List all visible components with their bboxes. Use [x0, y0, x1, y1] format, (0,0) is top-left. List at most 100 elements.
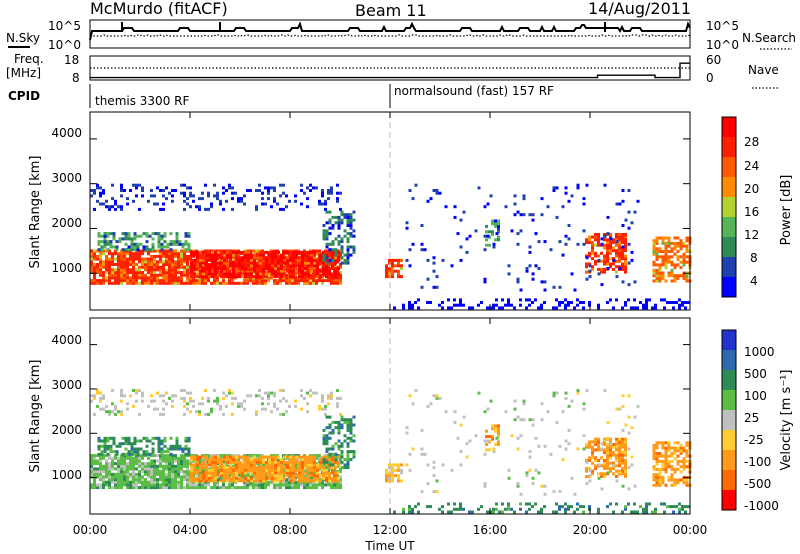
power-cell — [343, 213, 347, 217]
power-cell — [187, 234, 191, 238]
power-cell — [111, 271, 114, 274]
velocity-cell — [171, 456, 174, 460]
velocity-cell — [292, 479, 295, 483]
velocity-cell — [588, 468, 592, 472]
velocity-cell — [328, 466, 331, 470]
power-cell — [277, 256, 280, 260]
power-cell — [516, 210, 520, 214]
velocity-cell — [414, 389, 418, 392]
velocity-cell — [199, 476, 202, 480]
power-cell — [126, 263, 129, 266]
power-cell — [391, 261, 394, 265]
velocity-cell — [273, 483, 276, 487]
velocity-cell — [202, 460, 205, 464]
velocity-cell — [328, 436, 332, 440]
power-cell — [633, 306, 636, 310]
velocity-cell — [288, 483, 291, 487]
velocity-cell — [141, 399, 144, 403]
power-cell — [531, 301, 534, 304]
velocity-cell — [301, 463, 304, 467]
velocity-cell — [615, 453, 618, 457]
power-cell — [120, 260, 123, 264]
velocity-cell — [624, 505, 627, 509]
power-cell — [567, 303, 570, 307]
power-cell — [618, 267, 622, 270]
power-cell — [159, 273, 162, 277]
velocity-cell — [534, 502, 537, 506]
velocity-cell — [276, 483, 279, 487]
power-cell — [330, 186, 333, 190]
velocity-cell — [488, 448, 491, 452]
power-cell — [258, 183, 261, 187]
velocity-cell — [282, 389, 285, 392]
velocity-cell — [485, 448, 488, 452]
power-cell — [250, 267, 253, 270]
velocity-cell — [237, 404, 240, 408]
velocity-cell — [120, 464, 123, 468]
velocity-cell — [117, 472, 120, 476]
power-cell — [90, 189, 93, 192]
power-cell — [277, 269, 280, 273]
velocity-cell — [304, 476, 307, 480]
velocity-cell — [316, 479, 319, 483]
power-cell — [253, 261, 256, 265]
velocity-cell — [132, 486, 135, 490]
velocity-cell — [658, 481, 662, 485]
velocity-colorbar-swatch — [722, 350, 736, 370]
velocity-cell — [126, 480, 129, 484]
power-cell — [205, 261, 208, 265]
velocity-cell — [210, 407, 213, 411]
velocity-cell — [603, 467, 606, 470]
power-cell — [265, 267, 268, 270]
power-cell — [453, 205, 457, 209]
velocity-cell — [133, 436, 137, 440]
power-cell — [655, 247, 659, 251]
power-cell — [652, 274, 656, 278]
power-cell — [675, 301, 678, 304]
power-cell — [192, 279, 195, 283]
power-cell — [141, 260, 144, 264]
velocity-cell — [337, 444, 341, 448]
power-cell — [330, 281, 333, 285]
velocity-cell — [190, 463, 193, 467]
velocity-cell — [453, 502, 456, 506]
power-cell — [157, 234, 161, 238]
velocity-cell — [114, 475, 117, 479]
velocity-cell — [123, 470, 126, 474]
power-cell — [124, 248, 128, 252]
power-cell — [171, 254, 174, 258]
power-cell — [513, 194, 517, 198]
velocity-cell — [453, 410, 457, 414]
power-cell — [618, 202, 622, 206]
velocity-cell — [492, 510, 495, 514]
power-cell — [264, 186, 267, 190]
velocity-cell — [286, 471, 289, 475]
velocity-cell — [183, 404, 186, 408]
velocity-cell — [685, 441, 689, 445]
power-cell — [253, 264, 256, 268]
velocity-cell — [597, 463, 601, 467]
velocity-cell — [325, 447, 329, 451]
power-cell — [220, 269, 223, 273]
velocity-cell — [90, 472, 93, 476]
power-cell — [156, 249, 159, 253]
power-cell — [264, 281, 267, 285]
power-cell — [597, 241, 600, 244]
power-cell — [120, 189, 123, 192]
velocity-cell — [150, 475, 153, 479]
velocity-cell — [645, 507, 648, 511]
velocity-cell — [222, 396, 225, 400]
power-cell — [262, 261, 265, 265]
power-cell — [202, 275, 205, 279]
velocity-cell — [408, 510, 411, 514]
power-cell — [304, 272, 307, 276]
velocity-cell — [633, 510, 636, 514]
velocity-cell — [349, 426, 353, 430]
power-cell — [157, 232, 161, 236]
power-cell — [432, 261, 436, 265]
power-cell — [156, 268, 159, 272]
power-cell — [216, 197, 219, 201]
power-cell — [423, 248, 427, 252]
power-cell — [279, 279, 282, 283]
power-cell — [171, 281, 174, 285]
